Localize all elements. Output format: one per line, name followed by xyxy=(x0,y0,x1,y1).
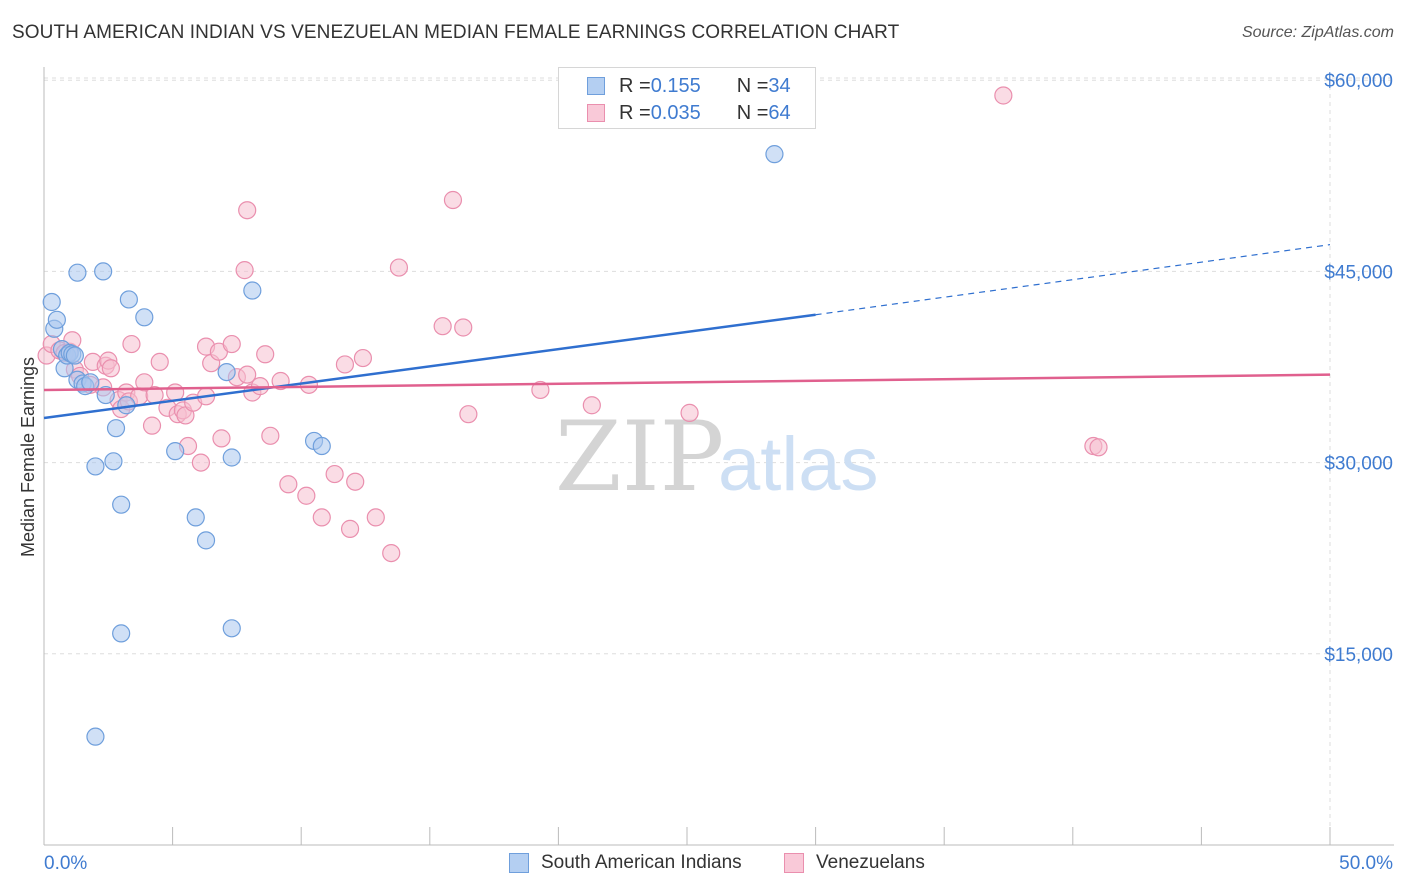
data-point-pink xyxy=(238,365,257,384)
data-point-pink xyxy=(340,519,360,538)
data-point-pink xyxy=(261,426,280,445)
n-value: 64 xyxy=(768,101,791,124)
data-point-pink xyxy=(235,261,254,280)
trend-lines xyxy=(43,244,1331,420)
data-point-pink xyxy=(443,190,463,210)
stats-legend: R = 0.155 N = 34 R = 0.035 N = 64 xyxy=(558,67,816,129)
stats-row-pink: R = 0.035 N = 64 xyxy=(587,101,791,125)
r-label: R = xyxy=(619,74,651,97)
data-point-blue xyxy=(112,624,131,643)
r-value: 0.155 xyxy=(650,74,701,97)
data-point-blue xyxy=(222,619,241,638)
data-point-blue xyxy=(222,448,241,467)
data-point-blue xyxy=(217,362,236,382)
data-point-pink xyxy=(122,334,141,354)
data-point-pink xyxy=(135,373,154,392)
data-point-pink xyxy=(101,359,120,378)
data-point-pink xyxy=(454,318,473,337)
watermark: ZIP atlas xyxy=(555,401,879,513)
data-point-blue xyxy=(119,290,138,309)
data-point-pink xyxy=(1089,438,1108,457)
axes xyxy=(43,67,1394,846)
data-point-blue xyxy=(196,531,216,550)
r-value: 0.035 xyxy=(650,101,701,124)
data-point-blue xyxy=(186,508,205,527)
legend-item-venezuelans[interactable]: Venezuelans xyxy=(784,852,925,874)
data-point-pink xyxy=(325,464,344,484)
data-point-pink xyxy=(191,453,210,472)
data-point-blue xyxy=(94,262,113,281)
data-point-blue xyxy=(81,373,100,392)
data-point-pink xyxy=(335,355,355,374)
data-point-pink xyxy=(366,508,385,527)
y-tick-label: $45,000 xyxy=(1324,262,1393,283)
data-point-pink xyxy=(582,396,601,415)
data-point-pink xyxy=(150,352,169,372)
legend-label: Venezuelans xyxy=(816,852,925,873)
data-point-pink xyxy=(994,86,1013,105)
r-label: R = xyxy=(619,101,651,124)
data-point-blue xyxy=(96,385,115,405)
data-point-pink xyxy=(297,486,316,505)
y-tick-label: $30,000 xyxy=(1324,454,1393,475)
source-credit: Source: ZipAtlas.com xyxy=(1241,24,1394,41)
watermark-atlas: atlas xyxy=(718,422,879,507)
trend-line-pink xyxy=(43,373,1331,392)
data-points xyxy=(37,86,1108,746)
x-tick-label: 0.0% xyxy=(44,853,87,874)
data-point-pink xyxy=(353,348,373,368)
legend-swatch-blue xyxy=(587,77,605,95)
series-legend: South American Indians Venezuelans xyxy=(0,852,1406,878)
legend-swatch-pink xyxy=(784,853,804,873)
data-point-blue xyxy=(68,263,87,282)
data-point-pink xyxy=(238,201,257,220)
trend-line-extension-blue xyxy=(815,244,1331,316)
data-point-blue xyxy=(47,310,66,329)
data-point-blue xyxy=(42,292,61,312)
data-point-blue xyxy=(765,145,784,164)
data-point-pink xyxy=(680,403,699,422)
data-point-pink xyxy=(212,429,231,448)
data-point-blue xyxy=(135,308,154,327)
y-tick-label: $60,000 xyxy=(1324,71,1393,92)
data-point-pink xyxy=(279,475,298,494)
n-value: 34 xyxy=(768,74,791,97)
data-point-pink xyxy=(299,375,319,394)
legend-swatch-pink xyxy=(587,104,605,122)
data-point-blue xyxy=(106,419,126,438)
stats-row-blue: R = 0.155 N = 34 xyxy=(587,74,791,98)
y-tick-label: $15,000 xyxy=(1324,645,1393,666)
data-point-pink xyxy=(256,345,275,364)
watermark-zip: ZIP xyxy=(555,401,724,513)
data-point-blue xyxy=(65,346,84,365)
data-point-pink xyxy=(312,508,331,527)
data-point-pink xyxy=(531,380,550,400)
data-point-blue xyxy=(243,281,262,300)
data-point-pink xyxy=(346,472,365,491)
data-point-pink xyxy=(459,405,478,424)
data-point-pink xyxy=(222,334,241,354)
data-point-pink xyxy=(382,544,401,563)
data-point-blue xyxy=(86,727,105,746)
data-point-blue xyxy=(112,495,131,514)
n-label: N = xyxy=(736,74,769,97)
data-point-blue xyxy=(312,436,331,456)
chart-title: SOUTH AMERICAN INDIAN VS VENEZUELAN MEDI… xyxy=(12,22,900,43)
n-label: N = xyxy=(736,101,769,124)
axis-labels: $15,000 $30,000 $45,000 $60,000 0.0% 50.0% Med… xyxy=(18,71,1393,874)
data-point-blue xyxy=(166,442,185,461)
legend-item-south-american-indians[interactable]: South American Indians xyxy=(509,852,742,874)
data-point-blue xyxy=(104,452,123,471)
trend-line-blue xyxy=(43,313,816,420)
data-point-blue xyxy=(86,457,105,476)
legend-swatch-blue xyxy=(509,853,529,873)
data-point-pink xyxy=(389,258,409,277)
y-axis-title: Median Female Earnings xyxy=(18,357,38,557)
legend-label: South American Indians xyxy=(541,852,742,873)
x-tick-label: 50.0% xyxy=(1339,853,1393,874)
data-point-pink xyxy=(142,416,162,435)
data-point-pink xyxy=(433,317,452,336)
